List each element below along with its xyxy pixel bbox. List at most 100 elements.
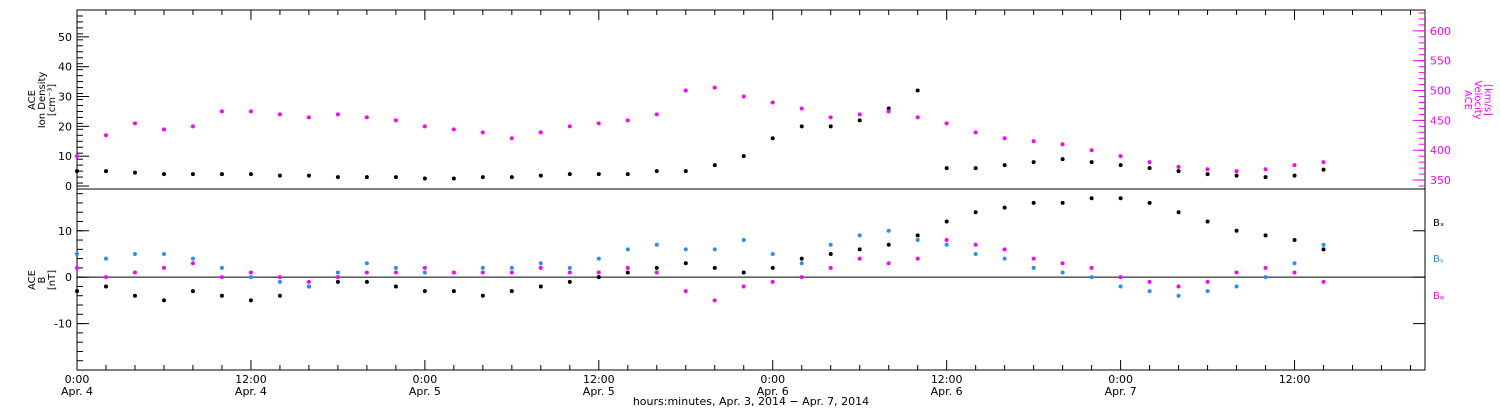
density-point <box>799 124 804 129</box>
x-tick-label-time: 0:00 <box>413 373 438 386</box>
velocity-point <box>393 118 398 123</box>
density-point <box>1031 160 1036 165</box>
bz-point <box>1147 279 1152 284</box>
bx-point <box>1292 238 1297 243</box>
velocity-point <box>1118 154 1123 159</box>
density-point <box>161 172 166 177</box>
x-tick-label-time: 0:00 <box>65 373 90 386</box>
bz-point <box>306 279 311 284</box>
bz-point <box>799 275 804 280</box>
x-tick-label-date: Apr. 4 <box>61 385 93 398</box>
velocity-point <box>799 106 804 111</box>
x-tick-label-date: Apr. 6 <box>757 385 789 398</box>
velocity-point <box>567 124 572 129</box>
density-point <box>1292 173 1297 178</box>
bx-point <box>741 270 746 275</box>
x-tick-label-date: Apr. 6 <box>931 385 963 398</box>
top-right-axis-title-line-1: ACE <box>1462 90 1473 110</box>
velocity-point <box>132 121 137 126</box>
bz-point <box>132 270 137 275</box>
top-panel-frame <box>76 9 1426 190</box>
bx-point <box>75 289 79 294</box>
bz-point <box>828 265 833 270</box>
density-point <box>451 176 456 181</box>
right-tick-label: 350 <box>1430 174 1451 187</box>
bz-point <box>915 256 920 261</box>
bottom-left-axis-title-line-3: [nT] <box>47 270 58 290</box>
density-point <box>915 88 920 93</box>
velocity-point <box>828 115 833 120</box>
bz-point <box>1060 261 1065 266</box>
left-tick-label: 0 <box>65 180 72 193</box>
top-right-axis-title-line-3: [km/s] <box>1482 84 1493 116</box>
velocity-point <box>1176 164 1181 169</box>
bz-point <box>480 270 485 275</box>
by-point <box>75 251 79 256</box>
bz-point <box>596 270 601 275</box>
bottom-panel-marks <box>75 196 1326 303</box>
density-point <box>654 169 659 174</box>
density-point <box>1147 166 1152 171</box>
bx-point <box>219 293 224 298</box>
by-point <box>190 256 195 261</box>
velocity-point <box>480 130 485 135</box>
density-point <box>1205 172 1210 177</box>
density-point <box>1263 175 1268 180</box>
density-point <box>277 173 282 178</box>
density-point <box>770 136 775 141</box>
by-point <box>1118 284 1123 289</box>
by-point <box>915 238 920 243</box>
by-point <box>683 247 688 252</box>
density-point <box>1118 163 1123 168</box>
density-point <box>393 175 398 180</box>
by-point <box>886 228 891 233</box>
velocity-point <box>161 127 166 132</box>
by-point <box>1002 256 1007 261</box>
by-point <box>944 242 949 247</box>
bz-point <box>538 265 543 270</box>
velocity-point <box>1234 169 1239 174</box>
bx-point <box>654 265 659 270</box>
bottom-tick-label: -10 <box>54 318 72 331</box>
velocity-point <box>857 112 862 117</box>
right-tick-label: 450 <box>1430 114 1451 127</box>
top-right-axis-title-line-2: Velocity <box>1472 80 1483 119</box>
by-point <box>741 238 746 243</box>
x-tick-label-time: 0:00 <box>760 373 785 386</box>
density-point <box>886 106 891 111</box>
x-tick-label-time: 0:00 <box>1108 373 1133 386</box>
bz-point <box>422 265 427 270</box>
velocity-point <box>1321 160 1326 165</box>
left-tick-label: 30 <box>58 91 72 104</box>
bz-point <box>509 270 514 275</box>
bx-point <box>190 289 195 294</box>
x-tick-label-time: 12:00 <box>235 373 267 386</box>
bz-point <box>277 275 282 280</box>
x-axis-title: hours:minutes, Apr. 3, 2014 − Apr. 7, 20… <box>633 395 869 408</box>
bx-point <box>683 261 688 266</box>
bx-point <box>248 298 253 303</box>
density-point <box>103 169 108 174</box>
bx-point <box>1234 228 1239 233</box>
velocity-point <box>770 100 775 105</box>
bz-point <box>654 270 659 275</box>
velocity-point <box>248 109 253 114</box>
bz-point <box>364 270 369 275</box>
density-point <box>480 175 485 180</box>
bz-point <box>857 256 862 261</box>
bottom-tick-label: 0 <box>65 271 72 284</box>
bx-point <box>1263 233 1268 238</box>
legend-by: Bᵧ <box>1433 254 1444 265</box>
density-point <box>567 172 572 177</box>
by-point <box>654 242 659 247</box>
velocity-point <box>335 112 340 117</box>
by-point <box>1176 293 1181 298</box>
bz-point <box>567 270 572 275</box>
velocity-point <box>219 109 224 114</box>
bx-point <box>915 233 920 238</box>
velocity-point <box>1031 139 1036 144</box>
by-point <box>1089 275 1094 280</box>
velocity-point <box>973 130 978 135</box>
top-panel-marks <box>75 85 1326 181</box>
top-left-axis-title-line-2: Ion Density <box>37 72 48 129</box>
